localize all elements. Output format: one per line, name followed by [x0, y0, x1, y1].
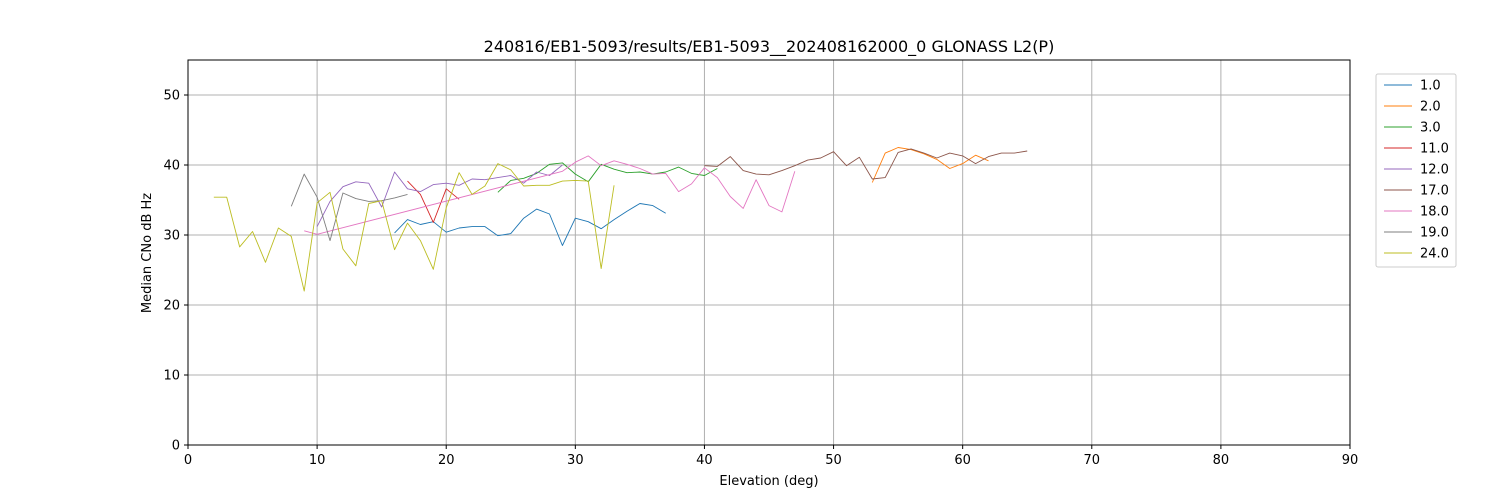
legend-label-12.0: 12.0 [1420, 163, 1449, 178]
x-tick-label-6: 60 [954, 453, 971, 468]
x-tick-label-8: 80 [1213, 453, 1230, 468]
plot-frame [187, 59, 1351, 446]
x-tick-label-2: 20 [438, 453, 455, 468]
series-line-1.0 [394, 203, 666, 246]
legend-label-17.0: 17.0 [1420, 184, 1449, 199]
x-tick-label-4: 40 [696, 453, 713, 468]
x-axis-label: Elevation (deg) [719, 474, 818, 489]
legend-label-3.0: 3.0 [1420, 121, 1441, 136]
legend-label-2.0: 2.0 [1420, 100, 1441, 115]
x-tick-label-3: 30 [567, 453, 584, 468]
legend-label-1.0: 1.0 [1420, 79, 1441, 94]
y-tick-label-1: 10 [163, 369, 180, 384]
legend-label-11.0: 11.0 [1420, 142, 1449, 157]
x-tick-label-0: 0 [184, 453, 192, 468]
y-tick-label-0: 0 [172, 439, 180, 454]
x-tick-label-5: 50 [825, 453, 842, 468]
x-tick-label-7: 70 [1084, 453, 1101, 468]
y-tick-label-4: 40 [163, 159, 180, 174]
series-line-19.0 [290, 173, 408, 242]
y-tick-label-5: 50 [163, 89, 180, 104]
series-line-18.0 [304, 155, 796, 235]
series-line-11.0 [407, 180, 460, 223]
x-tick-label-1: 10 [309, 453, 326, 468]
series-layer [213, 147, 1028, 292]
y-axis-label: Median CNo dB Hz [140, 193, 155, 313]
x-tick-label-9: 90 [1342, 453, 1359, 468]
legend: 1.0 2.0 3.0 11.0 12.0 17.0 18.0 19.0 24.0 [1375, 73, 1457, 268]
chart-title: 240816/EB1-5093/results/EB1-5093__202408… [484, 37, 1055, 57]
series-line-24.0 [213, 163, 615, 292]
legend-label-18.0: 18.0 [1420, 205, 1449, 220]
axes: 0 10 20 30 40 50 60 70 80 90 0 10 20 30 40 50 [163, 89, 1358, 469]
legend-label-24.0: 24.0 [1420, 247, 1449, 262]
y-tick-label-3: 30 [163, 229, 180, 244]
y-tick-label-2: 20 [163, 299, 180, 314]
legend-label-19.0: 19.0 [1420, 226, 1449, 241]
legend-box [1375, 73, 1457, 268]
series-line-17.0 [704, 148, 1028, 180]
